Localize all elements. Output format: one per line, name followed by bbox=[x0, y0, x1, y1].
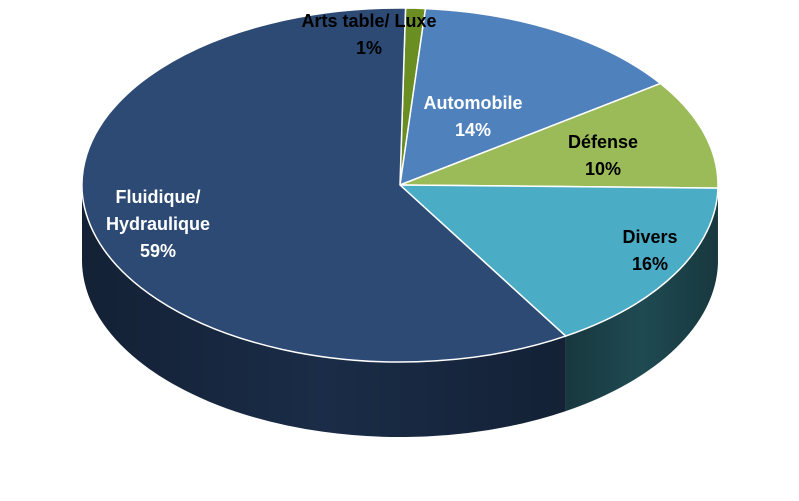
slice-name: Arts table/ Luxe bbox=[301, 11, 436, 31]
slice-name: Automobile bbox=[424, 93, 523, 113]
slice-value: 1% bbox=[356, 38, 382, 58]
slice-name: Hydraulique bbox=[106, 214, 210, 234]
pie-slice-2 bbox=[399, 82, 719, 189]
slice-name: Défense bbox=[568, 132, 638, 152]
pie-side-shade-4 bbox=[82, 185, 566, 437]
slice-value: 16% bbox=[632, 254, 668, 274]
slice-label-0: Arts table/ Luxe 1% bbox=[301, 11, 436, 58]
slice-value: 59% bbox=[140, 241, 176, 261]
slice-label-1: Automobile 14% bbox=[424, 93, 523, 140]
slice-value: 14% bbox=[455, 120, 491, 140]
slice-label-2: Défense 10% bbox=[568, 132, 638, 179]
slice-value: 10% bbox=[585, 159, 621, 179]
pie-slice-1 bbox=[399, 7, 662, 187]
pie-slice-3 bbox=[398, 184, 719, 337]
pie-side-shade-3 bbox=[565, 188, 718, 412]
slice-label-3: Divers 16% bbox=[622, 227, 677, 274]
pie-slice-4 bbox=[81, 7, 568, 363]
slice-name: Fluidique/ bbox=[116, 187, 201, 207]
pie-labels: Arts table/ Luxe 1% Automobile 14% Défense 10… bbox=[106, 11, 678, 274]
pie-sides bbox=[82, 185, 718, 437]
pie-tops bbox=[81, 7, 719, 363]
slice-name: Divers bbox=[622, 227, 677, 247]
slice-label-4: Fluidique/Hydraulique 59% bbox=[106, 187, 210, 261]
